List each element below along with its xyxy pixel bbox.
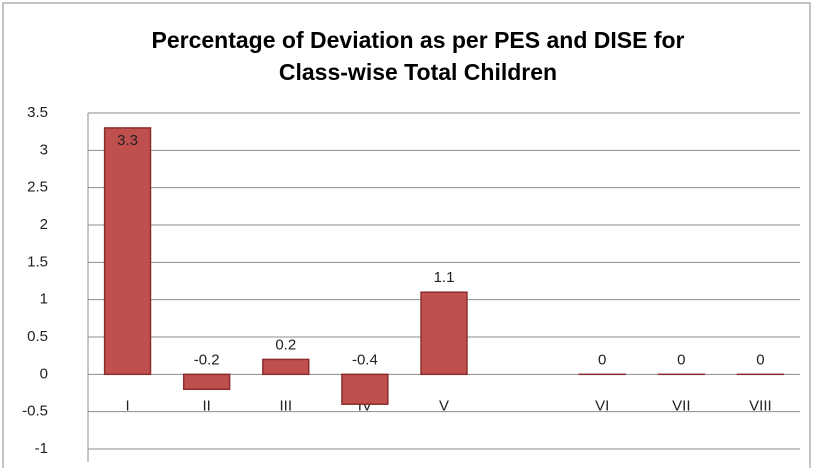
y-tick-label: 0 [40,365,48,382]
y-tick-label: 2 [40,216,48,233]
bar [420,291,468,376]
y-tick-label: 1.5 [27,253,48,270]
x-tick-label: VI [595,397,609,414]
x-tick-label: VIII [749,397,772,414]
data-label: 0 [598,351,606,368]
x-tick-label: III [280,397,293,414]
y-tick-label: -0.5 [22,403,48,420]
data-label: 3.3 [117,132,138,149]
y-tick-label: 3 [40,141,48,158]
bar [182,373,231,391]
y-tick-label: -1 [35,440,48,457]
data-label: 1.1 [434,269,455,286]
bar [262,358,310,376]
bar [341,373,389,405]
x-tick-label: V [439,397,449,414]
data-label: 0 [677,351,685,368]
y-tick-label: 1 [40,291,48,308]
bar [103,127,152,376]
chart-title: Class-wise Total Children [279,59,557,85]
data-label: -0.2 [194,351,220,368]
x-tick-label: I [125,397,129,414]
data-label: 0.2 [275,336,296,353]
y-tick-label: 2.5 [27,179,48,196]
y-tick-label: 0.5 [27,328,48,345]
chart-title: Percentage of Deviation as per PES and D… [152,27,685,53]
x-tick-label: VII [672,397,690,414]
data-label: -0.4 [352,351,378,368]
data-label: 0 [756,351,764,368]
y-tick-label: 3.5 [27,104,48,121]
x-tick-label: II [202,397,210,414]
